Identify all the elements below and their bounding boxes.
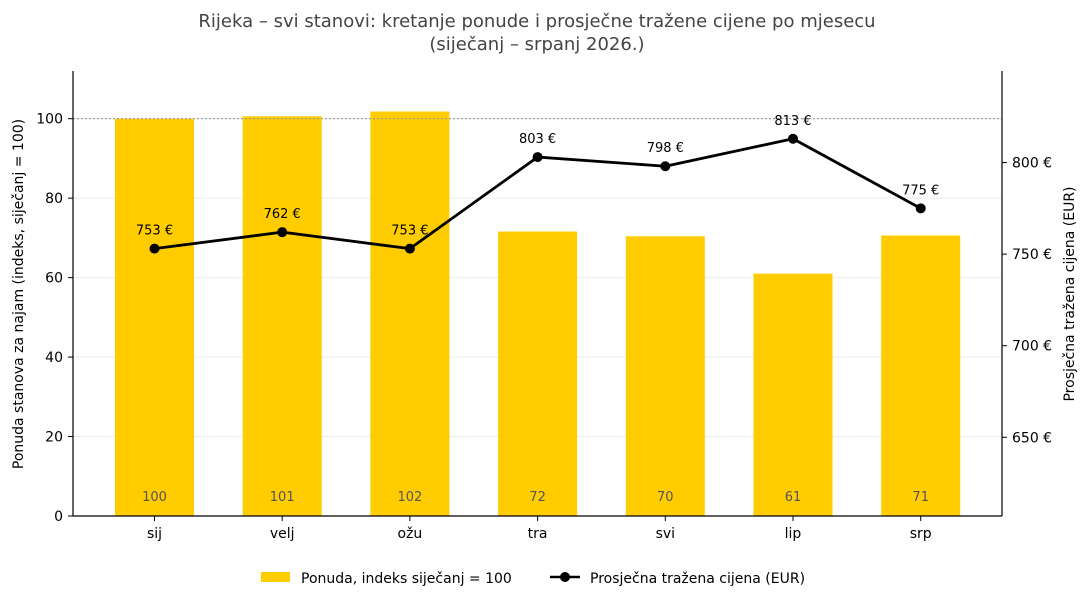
price-point-velj xyxy=(277,227,288,238)
price-line: 753 € 762 € 753 € 803 € 798 € 813 € 775 € xyxy=(136,114,939,254)
price-point-tra xyxy=(532,152,543,163)
price-point-ožu xyxy=(404,243,415,254)
legend-bar-label: Ponuda, indeks siječanj = 100 xyxy=(301,571,512,587)
y-tick-label: 80 xyxy=(45,191,63,207)
x-tick-label: srp xyxy=(910,526,932,542)
price-label: 813 € xyxy=(774,114,811,129)
price-label: 753 € xyxy=(136,224,173,239)
bar-ožu xyxy=(370,111,450,516)
bar-value-label: 61 xyxy=(785,490,802,505)
y-tick-label: 60 xyxy=(45,271,63,287)
y-right-tick-label: 650 € xyxy=(1012,430,1052,446)
bar-tra xyxy=(498,231,578,516)
x-ticks: sij velj ožu tra svi lip srp xyxy=(147,516,932,542)
y-right-tick-label: 700 € xyxy=(1012,339,1052,355)
x-tick-label: svi xyxy=(656,526,675,542)
price-point-sij xyxy=(149,243,160,254)
bar-srp xyxy=(881,235,961,516)
bar-svi xyxy=(625,236,705,517)
x-tick-label: tra xyxy=(528,526,548,542)
bar-value-label: 72 xyxy=(529,490,546,505)
legend-line-marker xyxy=(560,572,570,582)
x-tick-label: sij xyxy=(147,526,162,542)
bar-labels: 100 101 102 72 70 61 71 xyxy=(142,490,929,505)
price-label: 775 € xyxy=(902,183,939,198)
price-label: 798 € xyxy=(647,141,684,156)
price-label: 753 € xyxy=(391,224,428,239)
y-right-tick-label: 750 € xyxy=(1012,247,1052,263)
bar-lip xyxy=(753,273,833,516)
price-point-srp xyxy=(915,203,926,214)
bars xyxy=(115,111,961,517)
price-point-svi xyxy=(660,161,671,172)
bar-velj xyxy=(242,116,322,516)
chart-title: Rijeka – svi stanovi: kretanje ponude i … xyxy=(198,11,875,32)
y-tick-label: 40 xyxy=(45,350,63,366)
y-tick-label: 0 xyxy=(54,509,63,525)
bar-value-label: 70 xyxy=(657,490,674,505)
left-ticks: 0 20 40 60 80 100 xyxy=(36,112,73,525)
price-label: 803 € xyxy=(519,132,556,147)
bar-value-label: 101 xyxy=(270,490,295,505)
price-label: 762 € xyxy=(264,207,301,222)
bar-value-label: 102 xyxy=(397,490,422,505)
bar-sij xyxy=(115,118,194,516)
bar-value-label: 100 xyxy=(142,490,167,505)
x-tick-label: velj xyxy=(270,526,295,542)
y-axis-right-label: Prosječna tražena cijena (EUR) xyxy=(1062,186,1078,401)
x-tick-label: lip xyxy=(785,526,802,542)
legend: Ponuda, indeks siječanj = 100 Prosječna … xyxy=(261,571,805,587)
right-ticks: 650 € 700 € 750 € 800 € xyxy=(1002,156,1052,446)
x-tick-label: ožu xyxy=(398,526,423,542)
legend-bar-swatch xyxy=(261,572,290,582)
bar-value-label: 71 xyxy=(912,490,929,505)
price-point-lip xyxy=(788,133,798,144)
y-tick-label: 100 xyxy=(36,112,63,128)
y-tick-label: 20 xyxy=(45,430,63,446)
y-right-tick-label: 800 € xyxy=(1012,156,1052,172)
y-axis-label: Ponuda stanova za najam (indeks, siječan… xyxy=(11,119,27,469)
chart-subtitle: (siječanj – srpanj 2026.) xyxy=(429,34,644,55)
legend-line-label: Prosječna tražena cijena (EUR) xyxy=(590,571,805,587)
